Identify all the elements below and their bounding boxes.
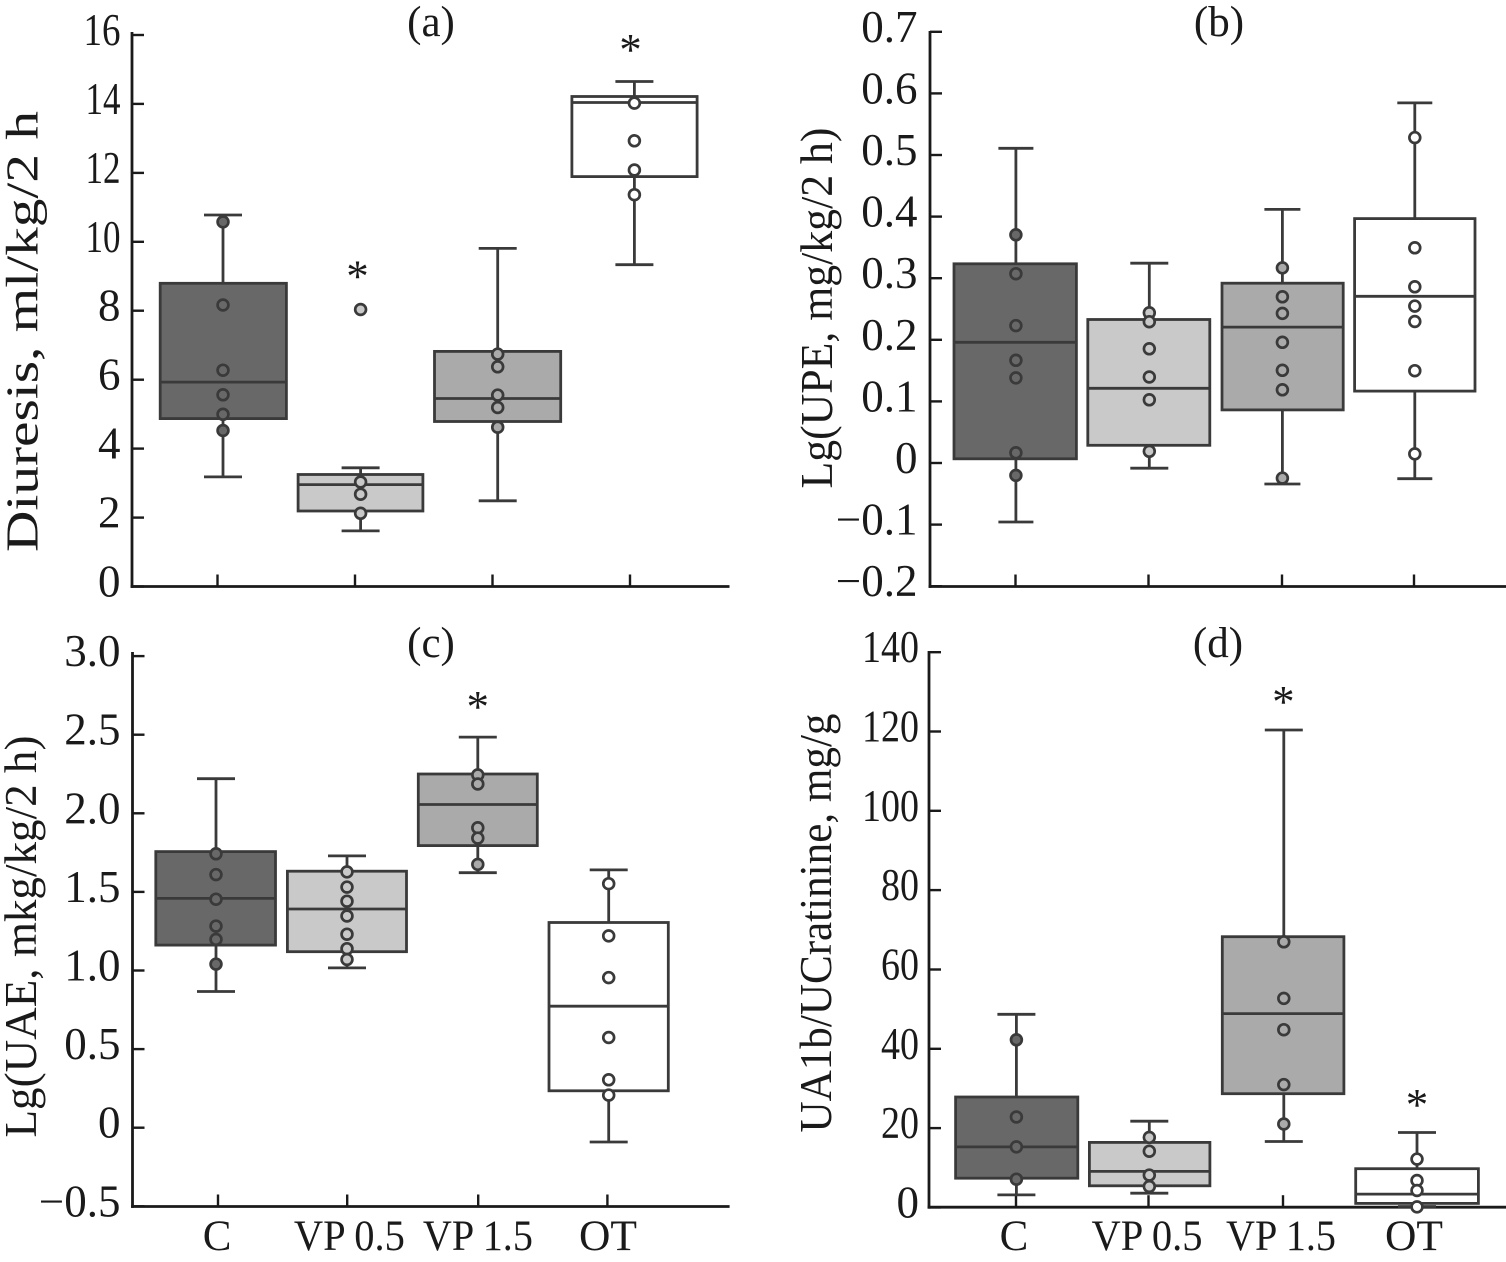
svg-text:*: * [466,682,489,732]
svg-text:−0.2: −0.2 [836,556,918,606]
svg-text:0: 0 [897,1177,920,1227]
svg-text:Lg(UPE, mg/kg/2 h): Lg(UPE, mg/kg/2 h) [792,128,842,489]
svg-text:0.6: 0.6 [861,63,917,113]
svg-text:(c): (c) [407,620,455,667]
svg-text:6: 6 [98,350,121,400]
svg-text:0.5: 0.5 [861,125,917,175]
svg-text:40: 40 [881,1019,919,1069]
svg-text:OT: OT [579,1213,637,1260]
svg-text:140: 140 [862,622,919,672]
svg-text:VP 1.5: VP 1.5 [1226,1213,1336,1260]
svg-text:−0.5: −0.5 [39,1176,121,1226]
svg-text:2.0: 2.0 [64,783,120,833]
svg-text:14: 14 [86,74,121,124]
svg-text:0.5: 0.5 [64,1019,120,1069]
svg-text:0: 0 [98,557,121,607]
svg-text:60: 60 [881,940,919,990]
svg-text:120: 120 [862,702,919,752]
svg-text:12: 12 [86,143,121,193]
svg-text:*: * [1406,1080,1429,1130]
svg-text:10: 10 [86,212,121,262]
svg-text:OT: OT [1385,1213,1443,1260]
svg-text:*: * [619,25,642,75]
svg-text:1.5: 1.5 [64,862,120,912]
svg-text:0.4: 0.4 [861,187,917,237]
svg-text:0.2: 0.2 [861,310,917,360]
svg-text:Diuresis, ml/kg/2 h: Diuresis, ml/kg/2 h [0,111,48,552]
svg-text:(d): (d) [1193,620,1243,667]
svg-text:(b): (b) [1194,0,1244,46]
svg-text:80: 80 [881,860,919,910]
svg-text:−0.1: −0.1 [836,495,918,545]
svg-text:*: * [1272,677,1295,727]
svg-text:4: 4 [98,419,121,469]
svg-text:3.0: 3.0 [64,626,120,676]
svg-text:Lg(UAE, mkg/kg/2 h): Lg(UAE, mkg/kg/2 h) [0,736,46,1138]
svg-text:VP 0.5: VP 0.5 [1092,1213,1203,1260]
svg-text:20: 20 [881,1098,919,1148]
svg-text:2: 2 [98,488,121,538]
svg-text:VP 0.5: VP 0.5 [294,1213,405,1260]
svg-text:VP 1.5: VP 1.5 [423,1213,533,1260]
svg-text:0.1: 0.1 [861,371,917,421]
svg-text:(a): (a) [407,0,455,46]
svg-text:C: C [1000,1213,1029,1260]
svg-text:C: C [203,1213,232,1260]
svg-text:100: 100 [862,781,919,831]
svg-text:0: 0 [98,1098,121,1148]
svg-text:1.0: 1.0 [64,941,120,991]
svg-text:UA1b/UCratinine, mg/g: UA1b/UCratinine, mg/g [791,714,841,1133]
svg-text:0.7: 0.7 [861,2,917,52]
svg-text:0.3: 0.3 [861,248,917,298]
svg-text:16: 16 [84,5,121,55]
svg-text:8: 8 [98,281,121,331]
svg-text:0: 0 [895,433,918,483]
svg-text:2.5: 2.5 [64,705,120,755]
svg-text:*: * [346,252,369,302]
